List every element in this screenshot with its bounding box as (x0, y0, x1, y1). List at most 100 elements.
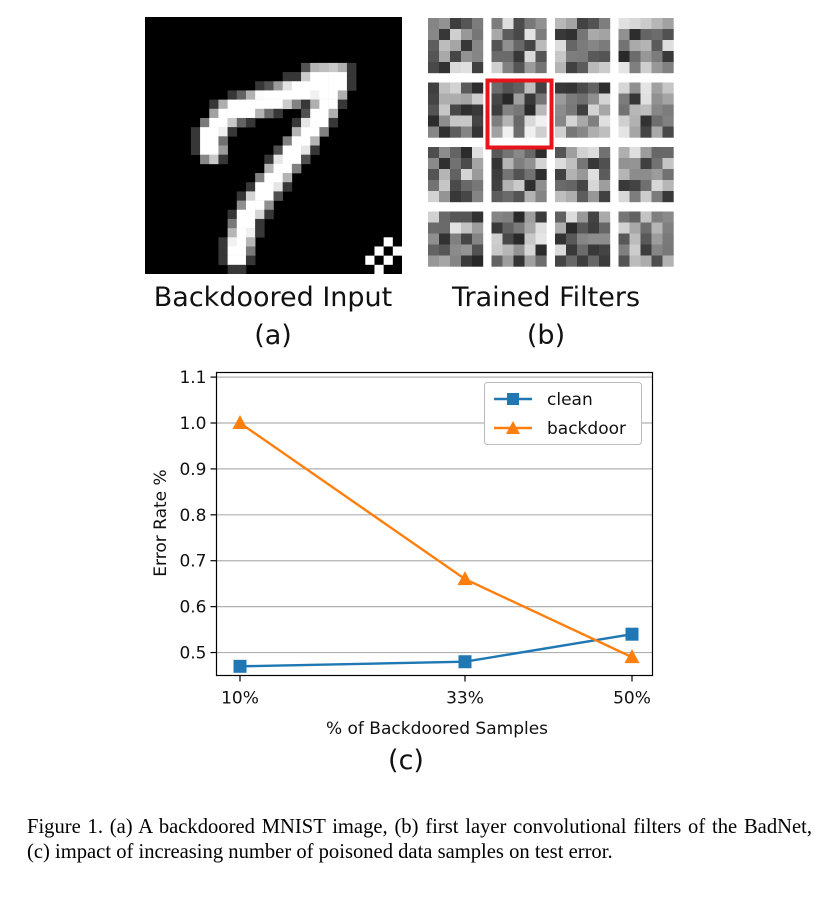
digit-pixel (236, 255, 247, 266)
filter-weight (555, 40, 567, 52)
filter-weight (588, 51, 600, 63)
x-axis-ticks: 10% 33% 50% (221, 675, 651, 709)
filter-weight (502, 255, 514, 267)
digit-pixel (264, 173, 274, 183)
filter-weight (524, 104, 536, 116)
filter-weight (662, 115, 674, 127)
filter-weight (535, 191, 547, 203)
filter-weight (450, 93, 462, 105)
filter-weight (491, 40, 503, 52)
filter-weight (450, 180, 462, 192)
filter-weight (629, 211, 641, 223)
digit-pixel (310, 99, 320, 110)
digit-pixel (264, 200, 274, 211)
filter-weight (577, 255, 589, 267)
x-tick-label: 10% (221, 689, 259, 709)
filter-weight (662, 93, 674, 105)
filter-weight (428, 222, 440, 234)
filter-weight (566, 82, 578, 94)
digit-pixel (337, 72, 348, 82)
filter-weight (461, 244, 473, 256)
digit-pixel (328, 62, 339, 73)
trigger-pixel (383, 255, 393, 265)
y-axis-label: Error Rate % (151, 469, 171, 576)
digit-pixel (346, 81, 357, 91)
filter-weight (651, 40, 663, 52)
digit-pixel (245, 108, 256, 119)
filter-weight (618, 82, 630, 94)
digit-pixel (236, 108, 247, 119)
filter-weight (566, 147, 578, 159)
highlighted-filter-box (485, 78, 554, 150)
filter-weight (472, 126, 484, 138)
filter-weight (461, 40, 473, 52)
filter-weight (439, 169, 451, 181)
digit-pixel (236, 200, 247, 211)
filter-weight (439, 211, 451, 223)
digit-pixel (301, 99, 311, 110)
filter-weight (461, 169, 473, 181)
filter-weight (428, 180, 440, 192)
x-axis-label: % of Backdoored Samples (326, 719, 548, 739)
filter-weight (577, 191, 589, 203)
filter-weight (439, 158, 451, 170)
filter-weight (502, 244, 514, 256)
digit-pixel (245, 218, 256, 229)
filter-weight (450, 126, 462, 138)
filter-weight (555, 82, 567, 94)
filter-weight (439, 180, 451, 192)
filter-weight (555, 93, 567, 105)
filter-weight (555, 222, 567, 234)
filter-weight (618, 40, 630, 52)
digit-pixel (227, 209, 238, 220)
digit-pixel (282, 72, 293, 82)
filter-weight (577, 147, 589, 159)
filter-tile (428, 82, 484, 138)
filter-weight (524, 40, 536, 52)
filter-weight (524, 147, 536, 159)
filter-weight (640, 222, 652, 234)
filter-weight (662, 244, 674, 256)
filter-weight (555, 115, 567, 127)
filter-weight (640, 104, 652, 116)
digit-pixel (200, 145, 210, 155)
filter-weight (577, 222, 589, 234)
filter-weight (577, 29, 589, 41)
filter-weight (577, 180, 589, 192)
y-tick-label: 0.9 (179, 460, 206, 480)
y-tick-label: 0.5 (179, 644, 206, 664)
filter-weight (491, 29, 503, 41)
filter-weight (491, 62, 503, 74)
filter-tile (428, 211, 484, 267)
digit-pixel (291, 127, 302, 137)
digit-pixel (218, 117, 228, 128)
filter-weight (461, 158, 473, 170)
digit-pixel (218, 237, 228, 247)
filter-weight (599, 29, 611, 41)
filter-weight (566, 180, 578, 192)
filter-weight (491, 191, 503, 203)
filter-weight (513, 40, 525, 52)
filter-weight (618, 29, 630, 41)
digit-pixel (245, 200, 256, 211)
filter-weight (439, 18, 451, 30)
filter-weight (577, 244, 589, 256)
digit-pixel (236, 117, 247, 128)
filter-weight (651, 18, 663, 30)
y-tick-label: 1.1 (179, 368, 206, 388)
filter-weight (439, 82, 451, 94)
filter-weight (640, 191, 652, 203)
filter-weight (651, 93, 663, 105)
filter-weight (588, 147, 600, 159)
digit-pixel (301, 62, 311, 73)
filter-weight (428, 93, 440, 105)
digit-pixel (291, 117, 302, 128)
filter-weight (555, 244, 567, 256)
filter-weight (450, 158, 462, 170)
filter-weight (450, 40, 462, 52)
filter-weight (588, 40, 600, 52)
digit-pixel (227, 218, 238, 229)
panel-a-title: Backdoored Input (153, 282, 393, 313)
digit-pixel (245, 90, 256, 100)
digit-pixel (282, 182, 293, 192)
